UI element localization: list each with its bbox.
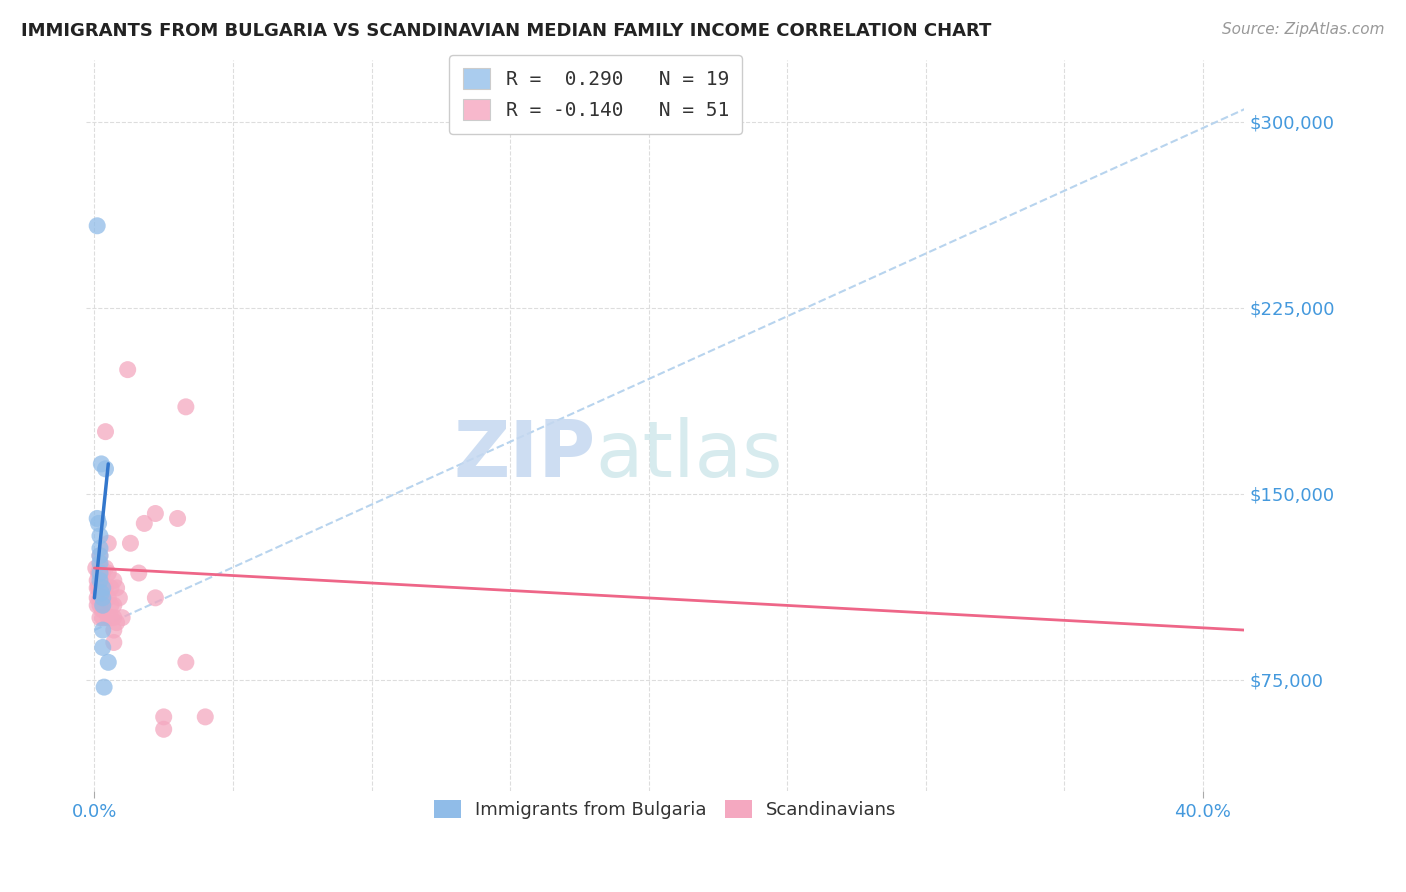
Point bbox=[94, 561, 117, 575]
Point bbox=[97, 536, 120, 550]
Point bbox=[86, 581, 108, 595]
Point bbox=[94, 425, 117, 439]
Point bbox=[174, 400, 197, 414]
Point bbox=[91, 640, 114, 655]
Point bbox=[89, 561, 111, 575]
Point bbox=[97, 656, 120, 670]
Point bbox=[89, 549, 111, 563]
Text: Source: ZipAtlas.com: Source: ZipAtlas.com bbox=[1222, 22, 1385, 37]
Point bbox=[128, 566, 150, 580]
Point bbox=[90, 586, 112, 600]
Point bbox=[86, 599, 108, 613]
Point bbox=[103, 610, 125, 624]
Point bbox=[87, 566, 110, 580]
Point bbox=[89, 566, 111, 580]
Point bbox=[89, 591, 111, 605]
Point bbox=[90, 574, 112, 588]
Point bbox=[89, 599, 111, 613]
Point bbox=[103, 623, 125, 637]
Point bbox=[145, 591, 167, 605]
Point bbox=[89, 529, 111, 543]
Text: IMMIGRANTS FROM BULGARIA VS SCANDINAVIAN MEDIAN FAMILY INCOME CORRELATION CHART: IMMIGRANTS FROM BULGARIA VS SCANDINAVIAN… bbox=[21, 22, 991, 40]
Point bbox=[194, 710, 217, 724]
Point bbox=[117, 362, 139, 376]
Point bbox=[86, 511, 108, 525]
Point bbox=[166, 511, 188, 525]
Point bbox=[103, 574, 125, 588]
Legend: Immigrants from Bulgaria, Scandinavians: Immigrants from Bulgaria, Scandinavians bbox=[426, 792, 904, 826]
Point bbox=[100, 599, 122, 613]
Point bbox=[87, 581, 110, 595]
Point bbox=[89, 556, 111, 570]
Point bbox=[103, 599, 125, 613]
Point bbox=[97, 566, 120, 580]
Point bbox=[152, 710, 174, 724]
Point bbox=[91, 599, 114, 613]
Point bbox=[84, 561, 107, 575]
Point bbox=[94, 581, 117, 595]
Point bbox=[105, 581, 128, 595]
Point bbox=[120, 536, 142, 550]
Point bbox=[91, 566, 114, 580]
Point bbox=[89, 549, 111, 563]
Point bbox=[86, 219, 108, 233]
Point bbox=[91, 591, 114, 605]
Point bbox=[97, 610, 120, 624]
Point bbox=[89, 541, 111, 556]
Point bbox=[134, 516, 156, 531]
Point bbox=[90, 561, 112, 575]
Point bbox=[90, 457, 112, 471]
Point bbox=[103, 635, 125, 649]
Point bbox=[105, 615, 128, 630]
Point bbox=[89, 581, 111, 595]
Point bbox=[89, 574, 111, 588]
Point bbox=[100, 581, 122, 595]
Point bbox=[174, 656, 197, 670]
Point bbox=[145, 507, 167, 521]
Point bbox=[86, 574, 108, 588]
Point bbox=[91, 581, 114, 595]
Point bbox=[90, 591, 112, 605]
Point bbox=[89, 610, 111, 624]
Point bbox=[91, 581, 114, 595]
Point bbox=[94, 462, 117, 476]
Point bbox=[111, 610, 134, 624]
Point bbox=[97, 591, 120, 605]
Text: ZIP: ZIP bbox=[454, 417, 596, 492]
Point bbox=[152, 723, 174, 737]
Text: atlas: atlas bbox=[596, 417, 783, 492]
Point bbox=[100, 610, 122, 624]
Point bbox=[91, 591, 114, 605]
Point bbox=[93, 680, 115, 694]
Point bbox=[108, 591, 131, 605]
Point bbox=[86, 591, 108, 605]
Point bbox=[87, 516, 110, 531]
Point bbox=[91, 610, 114, 624]
Point bbox=[91, 603, 114, 617]
Point bbox=[91, 623, 114, 637]
